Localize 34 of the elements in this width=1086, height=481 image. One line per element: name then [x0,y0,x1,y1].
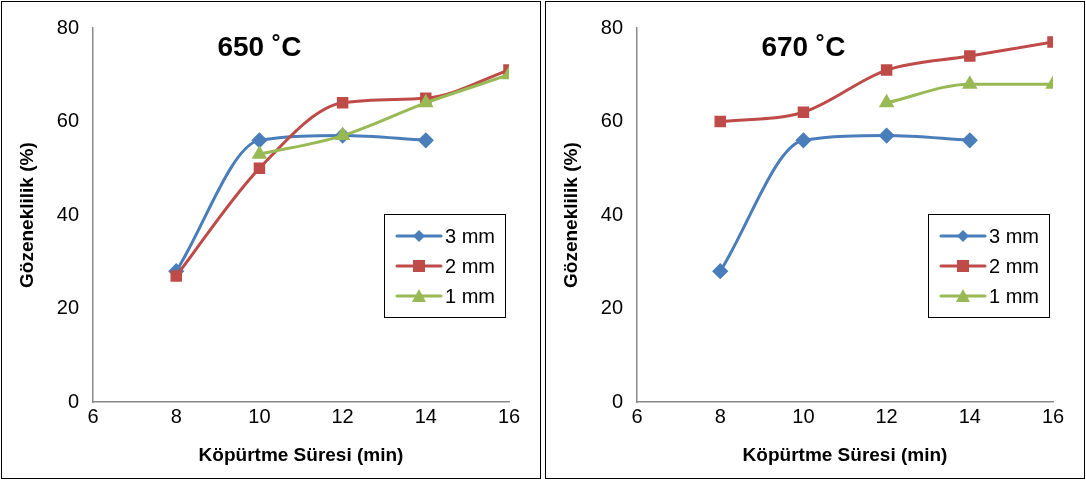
y-axis-title: Gözeneklilik (%) [15,142,37,288]
y-tick-label: 40 [600,202,624,225]
x-tick-label: 12 [875,404,898,427]
chart-title: 670 ˚C [761,30,846,62]
x-tick-label: 16 [1041,404,1065,427]
legend-label: 3 mm [445,224,495,248]
x-tick-label: 8 [170,404,182,427]
x-tick-label: 14 [958,404,981,427]
legend-label: 1 mm [445,284,495,308]
x-tick-label: 6 [87,404,99,427]
y-axis-title: Gözeneklilik (%) [559,142,581,288]
x-tick-label: 6 [631,404,643,427]
x-tick-label: 16 [497,404,521,427]
y-tick-label: 60 [56,109,80,132]
legend-label: 2 mm [989,254,1039,278]
y-tick-label: 20 [600,296,624,319]
y-tick-label: 80 [600,15,624,38]
x-tick-label: 12 [331,404,354,427]
y-tick-label: 0 [67,389,80,412]
y-tick-label: 80 [56,15,80,38]
x-tick-label: 10 [248,404,271,427]
x-tick-label: 10 [792,404,815,427]
x-tick-label: 8 [714,404,726,427]
legend-label: 2 mm [445,254,495,278]
legend-label: 1 mm [989,284,1039,308]
y-tick-label: 60 [600,109,624,132]
chart-title: 650 ˚C [217,30,302,62]
x-tick-label: 14 [414,404,437,427]
y-tick-label: 20 [56,296,80,319]
y-tick-label: 40 [56,202,80,225]
y-tick-label: 0 [611,389,624,412]
x-axis-title: Köpürtme Süresi (min) [742,443,948,465]
legend-label: 3 mm [989,224,1039,248]
x-axis-title: Köpürtme Süresi (min) [198,443,404,465]
